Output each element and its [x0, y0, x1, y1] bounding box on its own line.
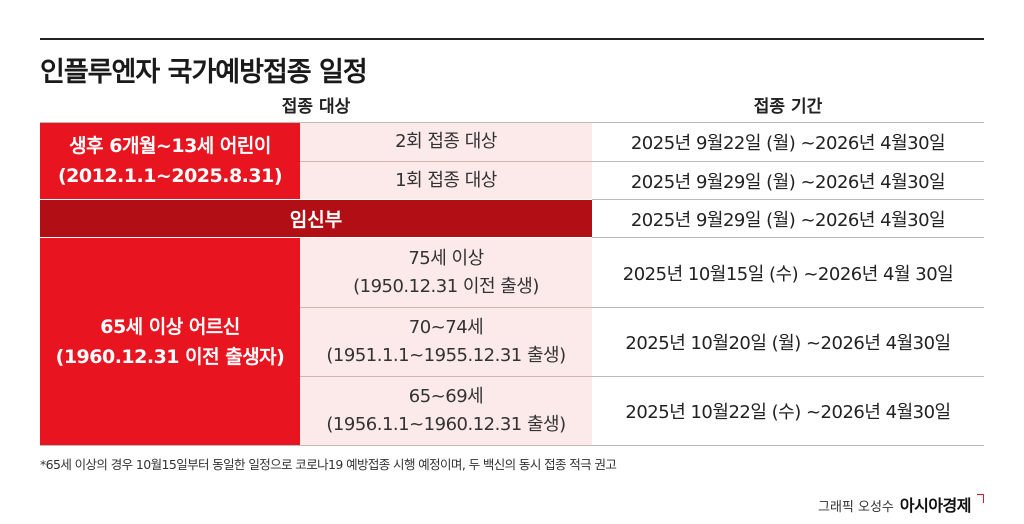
group-elderly: 65세 이상 어르신 (1960.12.31 이전 출생자) [40, 238, 300, 445]
sub-label: 2회 접종 대상 [395, 131, 497, 152]
period-cell: 2025년 10월15일 (수) ~2026년 4월 30일 [592, 238, 984, 307]
sub-separator [300, 161, 592, 162]
group-pregnant-label: 임신부 [289, 209, 343, 231]
credit: 그래픽 오성수 아시아경제 [818, 492, 984, 516]
sub-label: 65~69세 [408, 386, 484, 407]
row-rule [592, 161, 984, 162]
group-children-range: (2012.1.1~2025.8.31) [57, 165, 283, 187]
sub-label: 70~74세 [408, 317, 484, 338]
header-rule [40, 122, 984, 123]
period-text: 2025년 10월20일 (월) ~2026년 4월30일 [625, 333, 951, 354]
group-pregnant: 임신부 [40, 200, 592, 237]
period-text: 2025년 9월22일 (월) ~2026년 4월30일 [630, 133, 946, 154]
sub-cell: 70~74세 (1951.1.1~1955.12.31 출생) [300, 308, 592, 376]
sub-cell: 75세 이상 (1950.12.31 이전 출생) [300, 238, 592, 307]
sub-separator [300, 376, 592, 377]
sub-label: 75세 이상 [408, 247, 484, 269]
bottom-rule [40, 445, 984, 446]
top-rule [40, 38, 984, 40]
sub-range: (1950.12.31 이전 출생) [353, 275, 539, 297]
period-text: 2025년 9월29일 (월) ~2026년 4월30일 [630, 209, 946, 231]
period-cell: 2025년 9월22일 (월) ~2026년 4월30일 [592, 123, 984, 161]
row-rule [592, 376, 984, 377]
row-rule [592, 237, 984, 238]
brand-mark-icon [977, 494, 984, 503]
period-cell: 2025년 9월29일 (월) ~2026년 4월30일 [592, 200, 984, 237]
group-children: 생후 6개월~13세 어린이 (2012.1.1~2025.8.31) [40, 123, 300, 199]
row-rule [592, 199, 984, 200]
row-rule [592, 307, 984, 308]
sub-cell: 2회 접종 대상 [300, 123, 592, 161]
header-target: 접종 대상 [281, 97, 351, 117]
page-title: 인플루엔자 국가예방접종 일정 [40, 57, 368, 88]
footnote: *65세 이상의 경우 10월15일부터 동일한 일정으로 코로나19 예방접종… [40, 457, 617, 472]
graphic-credit: 그래픽 오성수 [817, 500, 894, 515]
sub-range: (1951.1.1~1955.12.31 출생) [326, 345, 566, 366]
sub-cell: 1회 접종 대상 [300, 162, 592, 199]
period-cell: 2025년 9월29일 (월) ~2026년 4월30일 [592, 162, 984, 199]
sub-cell: 65~69세 (1956.1.1~1960.12.31 출생) [300, 377, 592, 445]
period-text: 2025년 10월22일 (수) ~2026년 4월30일 [625, 402, 951, 423]
period-cell: 2025년 10월20일 (월) ~2026년 4월30일 [592, 308, 984, 376]
sub-range: (1956.1.1~1960.12.31 출생) [326, 414, 566, 435]
group-elderly-label: 65세 이상 어르신 [100, 315, 240, 338]
sub-label: 1회 접종 대상 [395, 169, 497, 191]
period-text: 2025년 9월29일 (월) ~2026년 4월30일 [630, 171, 946, 193]
brand-logo: 아시아경제 [899, 496, 972, 515]
period-cell: 2025년 10월22일 (수) ~2026년 4월30일 [592, 377, 984, 445]
group-children-label: 생후 6개월~13세 어린이 [69, 135, 271, 157]
group-elderly-range: (1960.12.31 이전 출생자) [55, 345, 285, 368]
period-text: 2025년 10월15일 (수) ~2026년 4월 30일 [622, 263, 954, 285]
header-period: 접종 기간 [753, 97, 823, 117]
sub-separator [300, 307, 592, 308]
